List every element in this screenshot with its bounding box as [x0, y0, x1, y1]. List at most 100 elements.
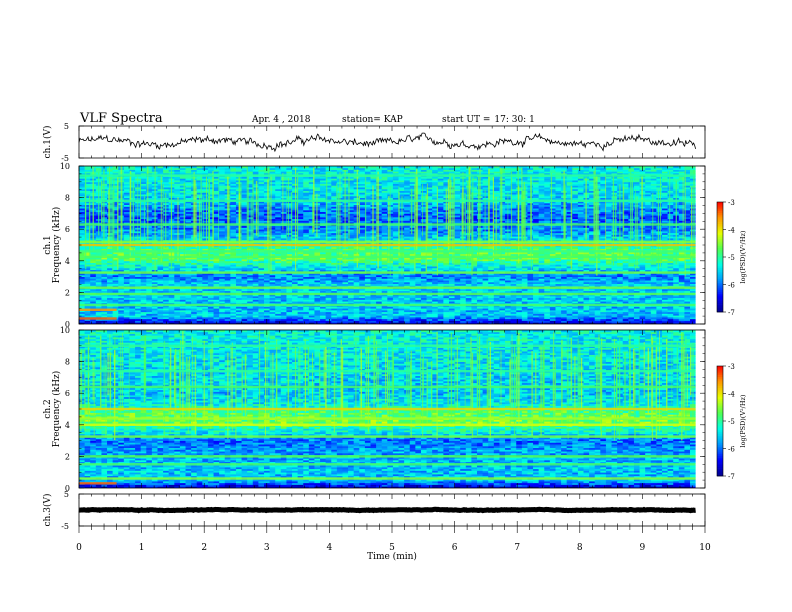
ch1-spectrogram-cell — [611, 301, 618, 304]
ch1-spectrogram-cell — [286, 294, 293, 297]
ch1-spectrogram-cell — [325, 262, 332, 265]
ch1-spectrogram-cell — [263, 253, 270, 256]
ch1-spectrogram-cell — [471, 267, 478, 270]
ch1-spectrogram-cell — [527, 281, 534, 285]
ch1-spectrogram-cell — [589, 257, 596, 260]
ch1-spectrogram-cell — [219, 283, 226, 286]
ch1-spectrogram-cell — [527, 280, 534, 283]
ch1-spectrogram-cell — [196, 285, 203, 288]
ch1-spectrogram-cell — [617, 266, 624, 269]
ch1-spectrogram-cell — [185, 285, 192, 288]
ch1-spectrogram-cell — [263, 294, 270, 297]
ch1-spectrogram-cell — [359, 252, 366, 255]
ch1-spectrogram-cell — [381, 294, 388, 297]
ch1-spectrogram-cell — [376, 259, 383, 262]
ch1-spectrogram-cell — [533, 315, 540, 318]
ch1-spectrogram-cell — [230, 264, 237, 267]
ch1-spectrogram-cell — [661, 283, 668, 286]
ch1-spectrogram-cell — [476, 253, 483, 256]
ch1-spectrogram-cell — [516, 295, 523, 299]
ch1-spectrogram-cell — [678, 257, 685, 260]
ch1-spectrogram-cell — [370, 281, 377, 285]
ch1-spectrogram-cell — [544, 278, 551, 281]
ch1-spectrogram-cell — [140, 311, 147, 314]
ch1-spectrogram-cell — [202, 288, 209, 292]
ch1-spectrogram-cell — [476, 269, 483, 272]
ch1-spectrogram-cell — [84, 262, 91, 265]
ch1-spectrogram-cell — [123, 278, 130, 281]
ch1-spectrogram-cell — [465, 315, 472, 318]
ch1-spectrogram-cell — [460, 297, 467, 300]
ch1-spectrogram-cell — [185, 315, 192, 318]
ch1-spectrogram-cell — [420, 301, 427, 304]
ch1-spectrogram-cell — [572, 278, 579, 281]
ch1-spectrogram-cell — [415, 274, 422, 277]
ch1-spectrogram-cell — [123, 320, 130, 323]
ch1-spectrogram-cell — [297, 285, 304, 288]
ch1-spectrogram-cell — [235, 313, 242, 316]
ch1-spectrogram-cell — [432, 299, 439, 302]
ch1-spectrogram-cell — [123, 259, 130, 262]
ch1-spectrogram-cell — [633, 267, 640, 270]
ch1-spectrogram-cell — [224, 320, 231, 323]
ch1-spectrogram-cell — [376, 266, 383, 269]
ch1-spectrogram-cell — [656, 274, 663, 277]
ch1-spectrogram-cell — [235, 269, 242, 272]
ch1-spectrogram-cell — [263, 301, 270, 304]
ch1-spectrogram-cell — [370, 308, 377, 311]
ch1-spectrogram-cell — [320, 274, 327, 277]
ch1-spectrogram-cell — [549, 283, 556, 286]
ch1-spectrogram-cell — [135, 311, 142, 314]
ch1-spectrogram-cell — [101, 311, 108, 314]
ch1-spectrogram-cell — [174, 269, 181, 272]
ch1-spectrogram-cell — [645, 316, 652, 320]
ch1-spectrogram-cell — [370, 318, 377, 321]
ch1-spectrogram-cell — [482, 260, 489, 263]
ch1-spectrogram-cell — [191, 253, 198, 256]
ch1-spectrogram-cell — [359, 299, 366, 302]
ch1-spectrogram-cell — [269, 262, 276, 265]
ch1-spectrogram-cell — [107, 278, 114, 281]
ch1-spectrogram-cell — [645, 267, 652, 270]
ch1-spectrogram-cell — [465, 318, 472, 321]
ch1-spectrogram-cell — [353, 290, 360, 293]
ch1-spectrogram-cell — [572, 259, 579, 262]
ch1-spectrogram-cell — [516, 316, 523, 320]
ch1-spectrogram-cell — [348, 273, 355, 276]
ch1-spectrogram-cell — [163, 273, 170, 276]
ch1-spectrogram-cell — [191, 276, 198, 279]
ch1-spectrogram-cell — [432, 297, 439, 300]
ch1-spectrogram-cell — [308, 274, 315, 277]
ch1-spectrogram-cell — [476, 262, 483, 265]
ch1-spectrogram-cell — [157, 267, 164, 270]
ch1-spectrogram-cell — [241, 248, 248, 251]
ch1-spectrogram-cell — [488, 278, 495, 281]
ch1-spectrogram-cell — [505, 316, 512, 320]
ch1-spectrogram-cell — [207, 266, 214, 269]
ch1-spectrogram-cell — [84, 322, 91, 324]
ch1-spectrogram-cell — [235, 253, 242, 256]
ch1-spectrogram-cell — [605, 316, 612, 320]
ch1-spectrogram-cell — [409, 311, 416, 314]
ch1-spectrogram-cell — [415, 306, 422, 309]
ch1-spectrogram-cell — [185, 253, 192, 256]
ch1-spectrogram-cell — [297, 288, 304, 292]
ch1-spectrogram-cell — [448, 309, 455, 313]
ch1-spectrogram-cell — [207, 252, 214, 255]
ch1-spectrogram-cell — [235, 278, 242, 281]
ch1-spectrogram-cell — [140, 281, 147, 285]
ch1-spectrogram-cell — [476, 313, 483, 316]
ch1-spectrogram-cell — [258, 273, 265, 276]
ch1-spectrogram-cell — [90, 281, 97, 285]
ch1-spectrogram-cell — [594, 274, 601, 277]
ch1-spectrogram-cell — [219, 246, 226, 249]
ch1-spectrogram-cell — [661, 281, 668, 285]
ch1-spectrogram-cell — [107, 252, 114, 255]
ch1-spectrogram-cell — [443, 259, 450, 262]
ch1-spectrogram-cell — [292, 290, 299, 293]
ch1-spectrogram-cell — [432, 273, 439, 276]
ch1-spectrogram-cell — [123, 264, 130, 267]
ch1-spectrogram-cell — [353, 311, 360, 314]
ch1-spectrogram-cell — [549, 295, 556, 299]
ch1-spectrogram-cell — [359, 318, 366, 321]
